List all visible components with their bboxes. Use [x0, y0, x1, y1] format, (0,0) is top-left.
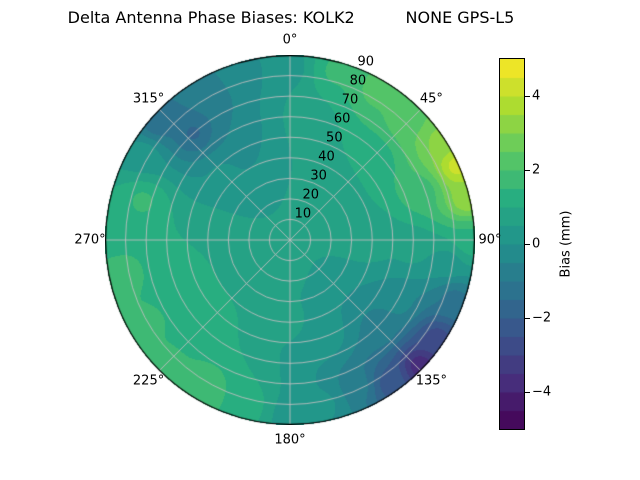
angular-tick-label: 270°: [74, 232, 106, 248]
radial-tick-label: 40: [318, 149, 335, 165]
plot-title: Delta Antenna Phase Biases: KOLK2 NONE G…: [67, 8, 515, 27]
radial-tick-label: 80: [349, 73, 367, 89]
colorbar-tick-label: 4: [532, 88, 541, 104]
colorbar-tick-mark: [525, 169, 530, 171]
angular-tick-label: 0°: [282, 32, 298, 48]
colorbar-tick-mark: [525, 317, 530, 319]
radial-tick-label: 10: [294, 206, 312, 222]
polar-heatmap-canvas: [105, 55, 475, 425]
colorbar-tick-label: −4: [532, 384, 552, 400]
colorbar-tick-mark: [525, 243, 530, 245]
radial-tick-label: 30: [310, 168, 327, 184]
colorbar-axis-label: Bias (mm): [558, 210, 574, 278]
radial-tick-label: 70: [341, 92, 359, 108]
colorbar-tick-mark: [525, 95, 530, 97]
radial-tick-label: 20: [302, 187, 319, 203]
radial-tick-label: 60: [333, 111, 351, 127]
angular-tick-label: 45°: [419, 91, 443, 107]
angular-tick-label: 225°: [132, 373, 165, 389]
radial-tick-label: 50: [326, 130, 343, 146]
colorbar-tick-label: 2: [532, 162, 541, 178]
colorbar-tick-label: 0: [532, 236, 541, 252]
colorbar: [499, 58, 525, 430]
colorbar-tick-label: −2: [532, 310, 552, 326]
angular-tick-label: 90°: [478, 232, 502, 248]
angular-tick-label: 180°: [274, 432, 306, 448]
angular-tick-label: 135°: [415, 373, 448, 389]
colorbar-tick-mark: [525, 391, 530, 393]
radial-tick-label: 90: [357, 54, 375, 70]
angular-tick-label: 315°: [132, 91, 165, 107]
